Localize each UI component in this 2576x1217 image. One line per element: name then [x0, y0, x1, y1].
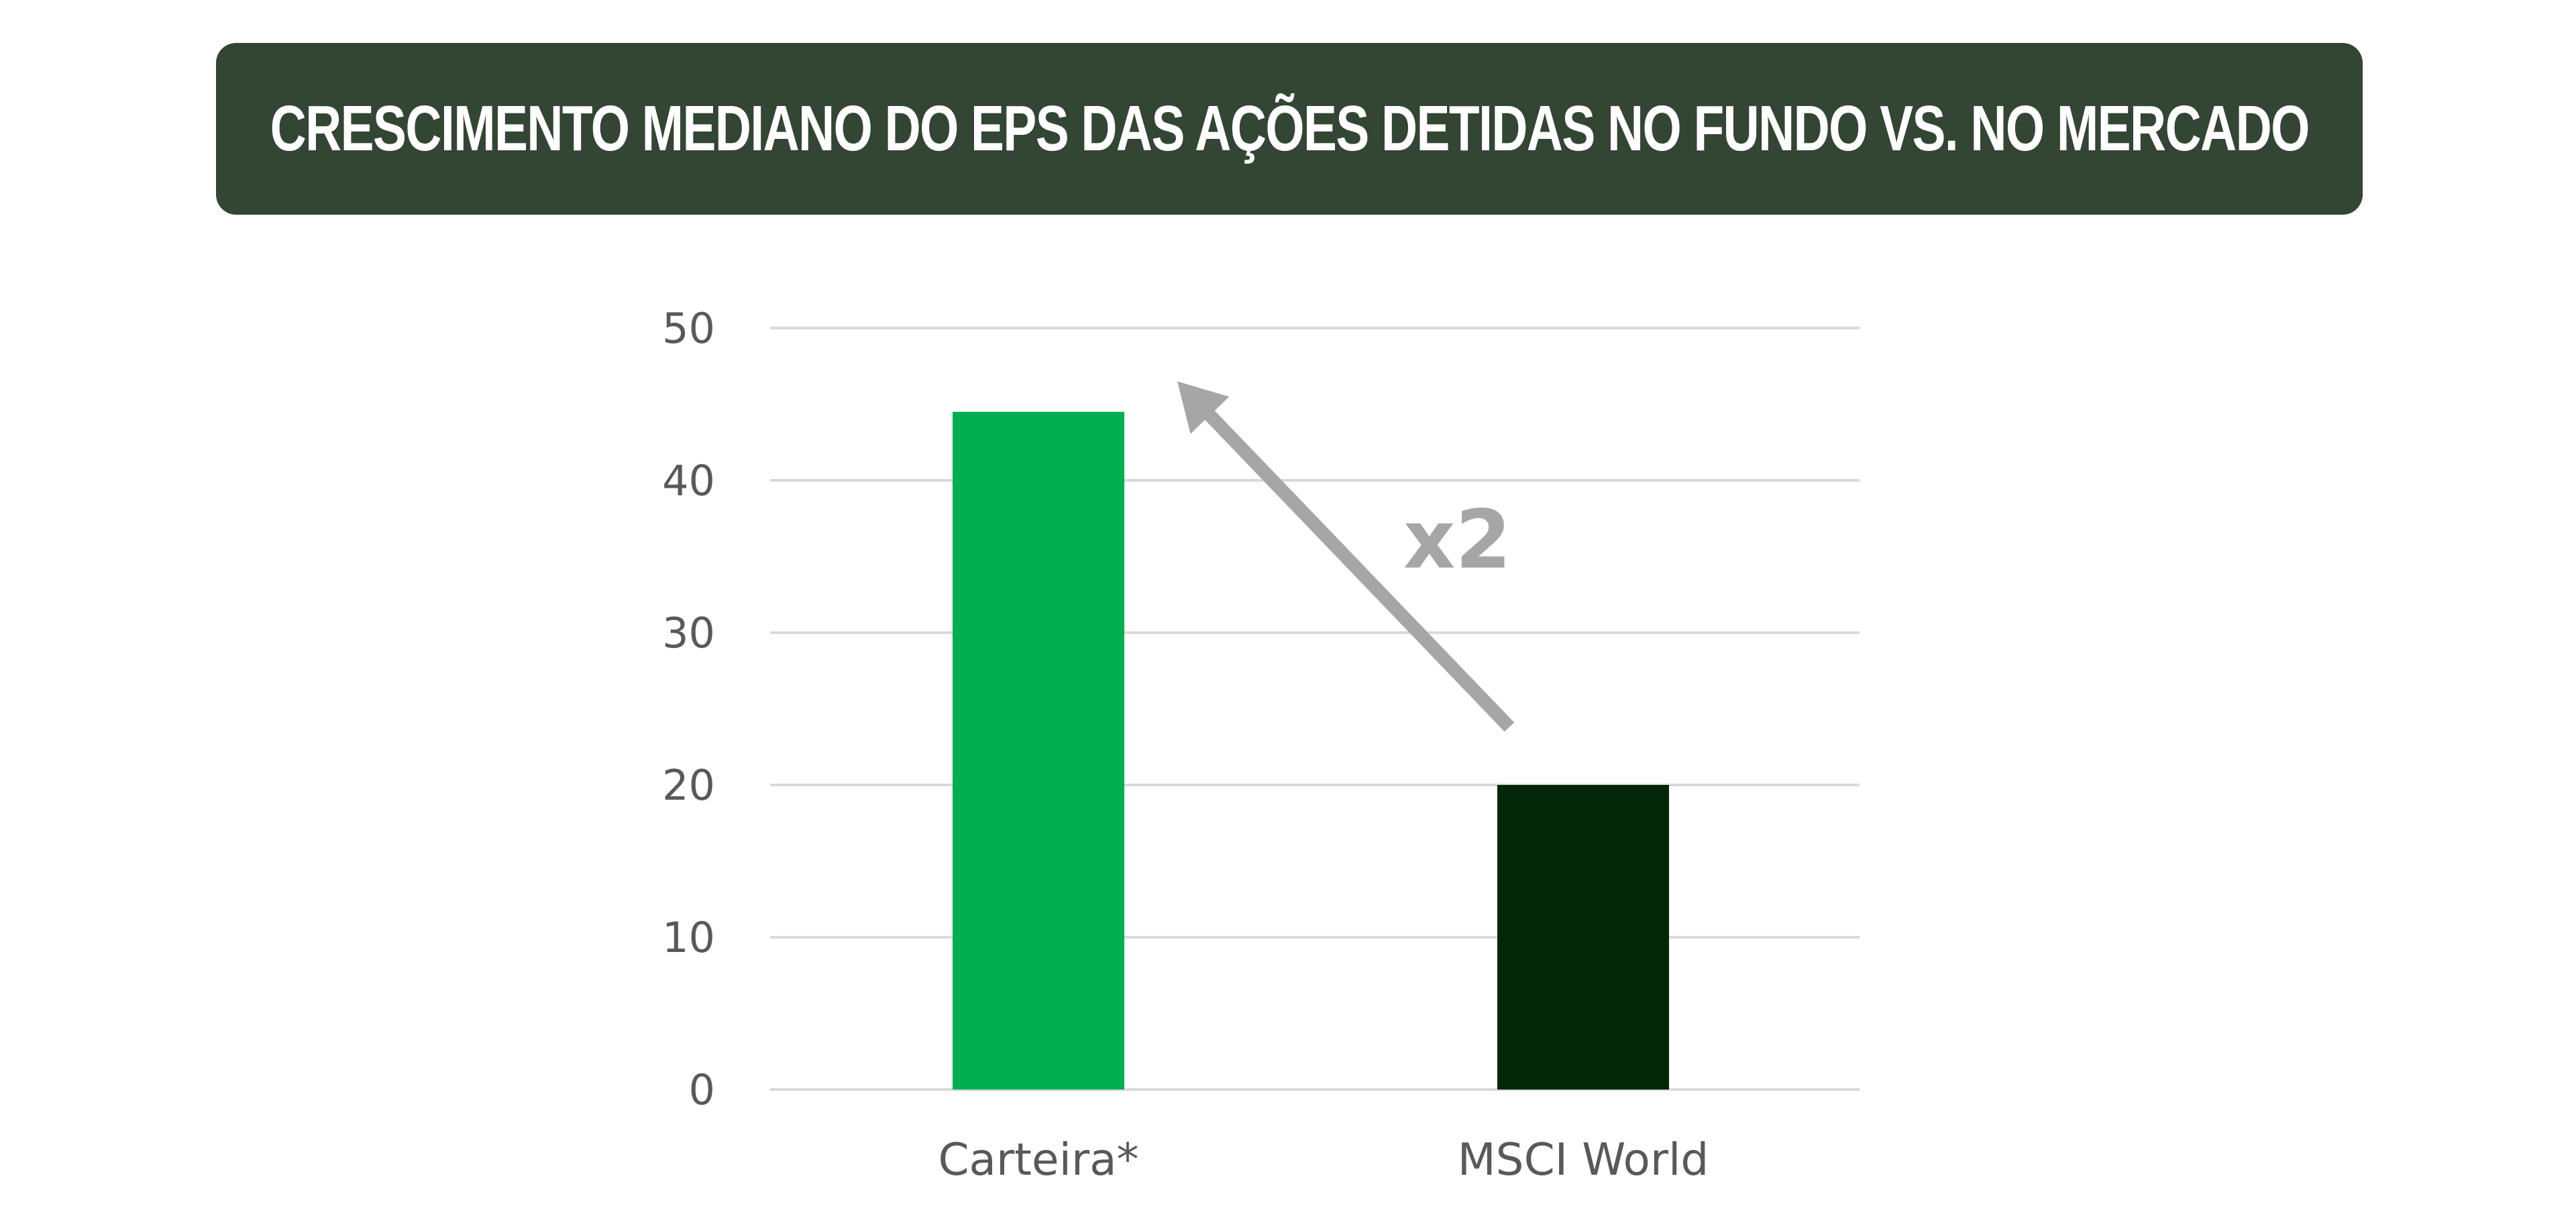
y-tick-label: 30: [662, 608, 715, 657]
y-tick-label: 0: [689, 1065, 715, 1114]
multiplier-label: x2: [1403, 494, 1511, 587]
y-tick-label: 20: [662, 761, 715, 810]
title-banner: CRESCIMENTO MEDIANO DO EPS DAS AÇÕES DET…: [216, 43, 2363, 215]
growth-arrow: [1203, 409, 1515, 732]
annotation: x2: [1177, 381, 1515, 732]
bar: [953, 411, 1124, 1090]
y-axis-ticks: 0 10 20 30 40 50: [662, 304, 715, 1114]
gridlines: [770, 327, 1860, 1091]
x-category-label: MSCI World: [1458, 1134, 1709, 1185]
y-tick-label: 50: [662, 304, 715, 353]
y-tick-label: 10: [662, 913, 715, 962]
y-tick-label: 40: [662, 456, 715, 505]
x-axis-labels: Carteira* MSCI World: [938, 1134, 1709, 1185]
growth-arrow-head: [1177, 381, 1230, 434]
chart-title: CRESCIMENTO MEDIANO DO EPS DAS AÇÕES DET…: [270, 93, 2310, 164]
x-category-label: Carteira*: [938, 1134, 1138, 1185]
bars: [953, 411, 1669, 1090]
bar: [1497, 785, 1669, 1090]
